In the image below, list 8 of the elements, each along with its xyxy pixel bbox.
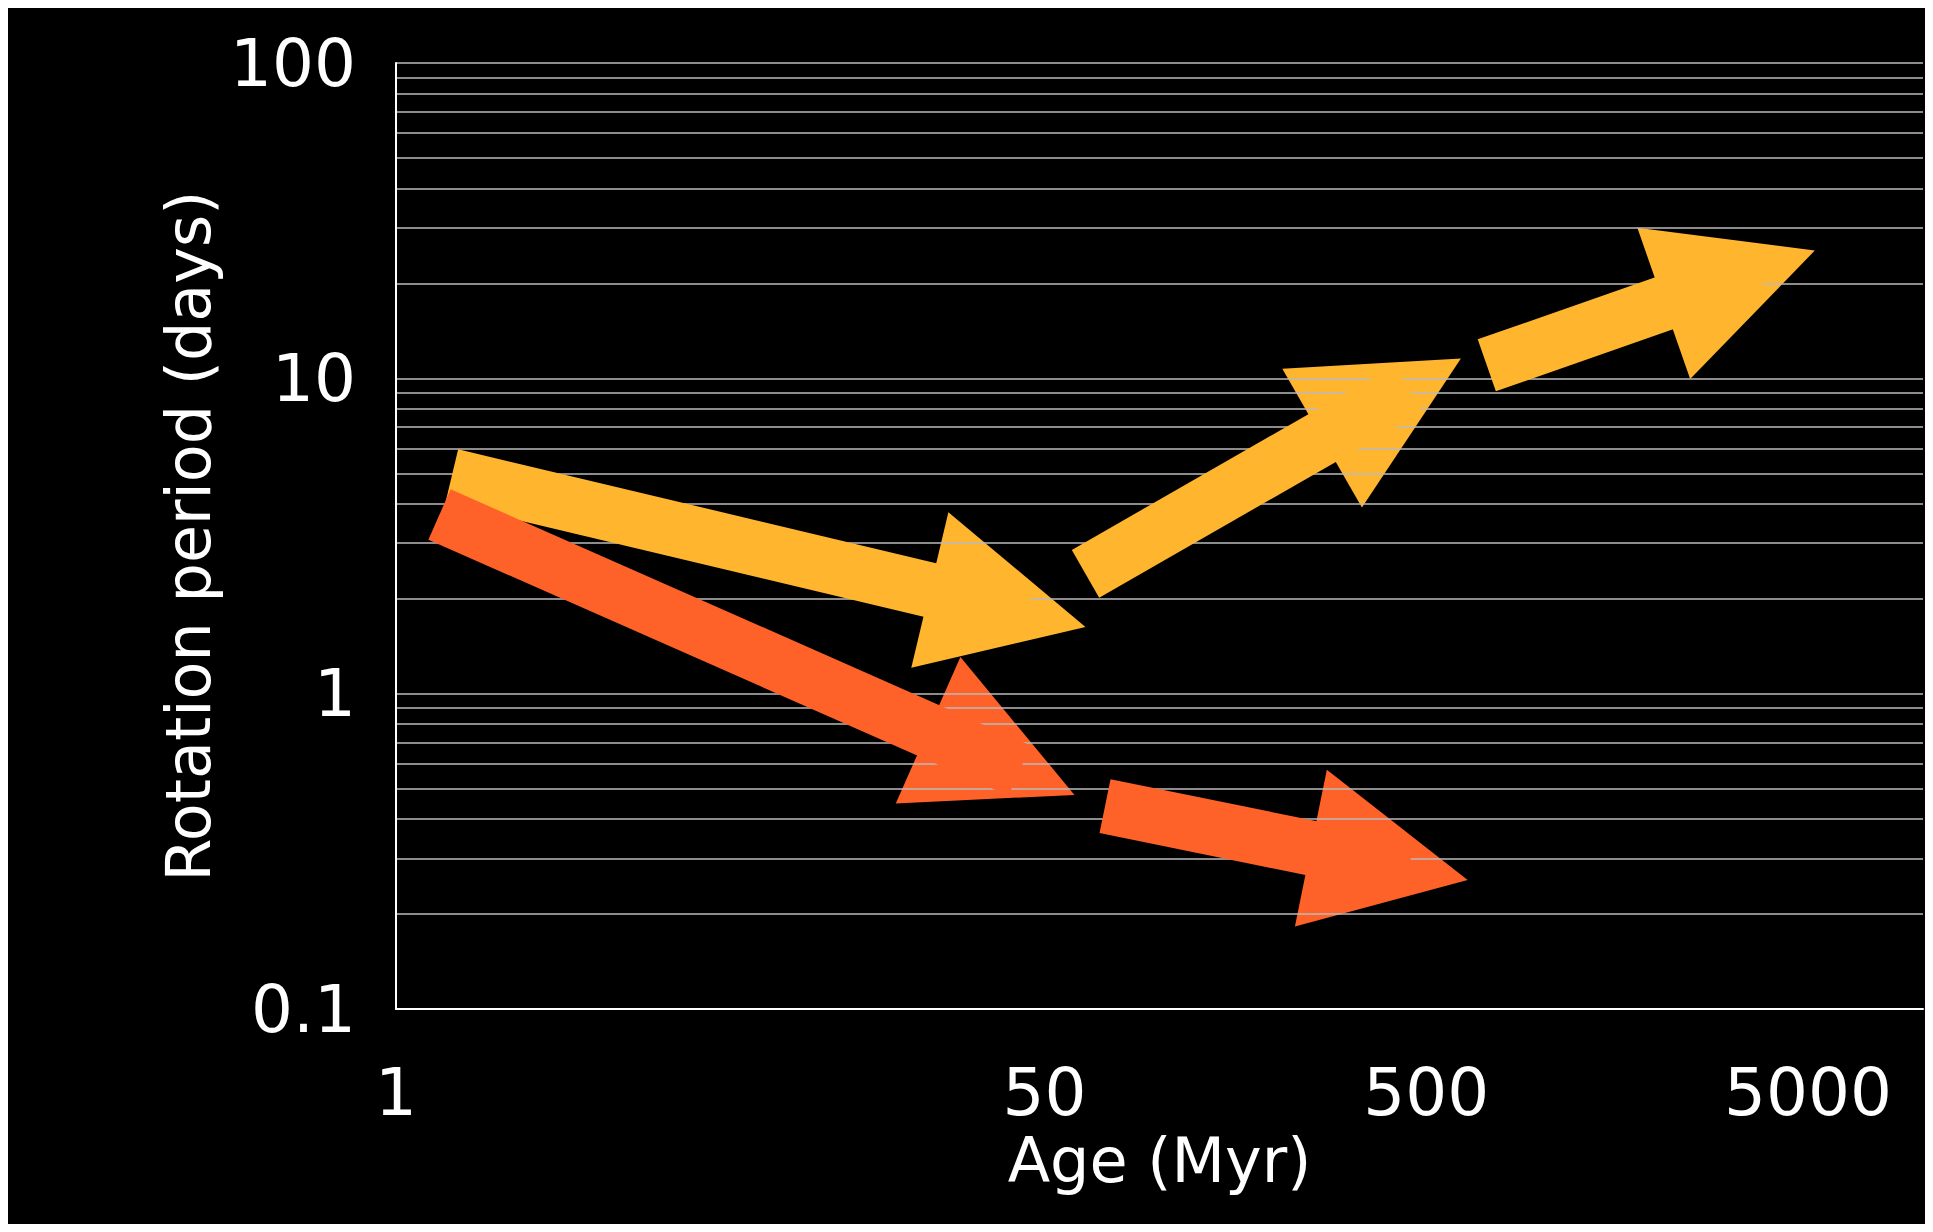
y-tick-label: 10 bbox=[272, 339, 356, 417]
y-tick-label: 0.1 bbox=[251, 970, 356, 1048]
y-tick-label: 1 bbox=[314, 655, 356, 733]
y-axis-title: Rotation period (days) bbox=[151, 190, 225, 882]
x-tick-label: 5000 bbox=[1724, 1053, 1893, 1131]
x-tick-label: 1 bbox=[375, 1053, 417, 1131]
y-tick-label: 100 bbox=[230, 24, 356, 102]
x-tick-label: 500 bbox=[1363, 1053, 1490, 1131]
